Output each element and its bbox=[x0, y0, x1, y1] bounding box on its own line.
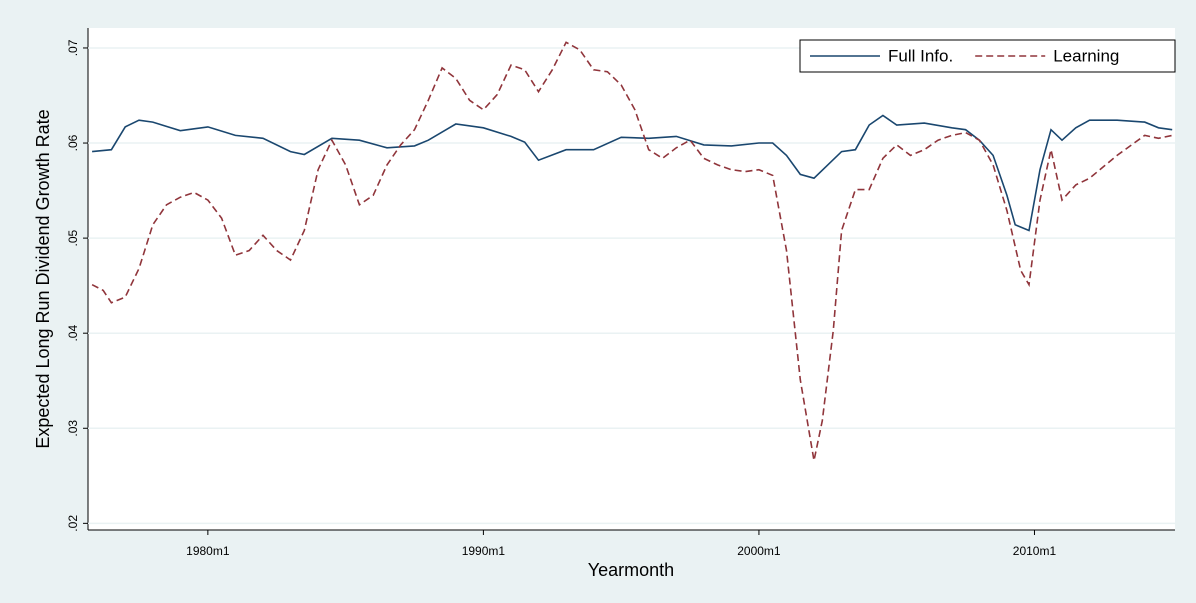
legend-label: Full Info. bbox=[888, 46, 953, 65]
y-tick-label: .06 bbox=[66, 134, 80, 151]
y-tick-label: .05 bbox=[66, 229, 80, 246]
x-tick-label: 1980m1 bbox=[186, 544, 230, 558]
x-tick-label: 2000m1 bbox=[737, 544, 781, 558]
plot-area bbox=[88, 28, 1175, 530]
x-tick-label: 1990m1 bbox=[462, 544, 506, 558]
x-tick-label: 2010m1 bbox=[1013, 544, 1057, 558]
y-tick-label: .03 bbox=[66, 420, 80, 437]
y-tick-label: .02 bbox=[66, 515, 80, 532]
y-tick-label: .07 bbox=[66, 39, 80, 56]
legend-label: Learning bbox=[1053, 46, 1119, 65]
x-axis-label: Yearmonth bbox=[588, 560, 674, 580]
line-series bbox=[91, 41, 1173, 461]
y-tick-label: .04 bbox=[66, 325, 80, 342]
line-series bbox=[92, 114, 1173, 232]
y-axis-label: Expected Long Run Dividend Growth Rate bbox=[33, 109, 53, 448]
